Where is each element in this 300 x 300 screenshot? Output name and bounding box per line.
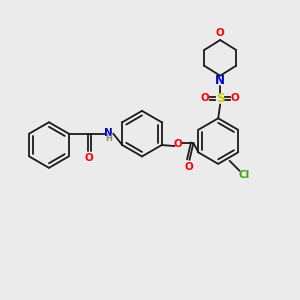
Text: O: O [173,139,182,149]
Text: O: O [216,28,225,38]
Text: Cl: Cl [239,170,250,180]
Text: S: S [216,92,224,105]
Text: H: H [105,134,112,143]
Text: O: O [231,94,239,103]
Text: O: O [201,94,210,103]
Text: O: O [84,153,93,164]
Text: N: N [215,74,225,87]
Text: O: O [184,162,193,172]
Text: N: N [104,128,113,138]
